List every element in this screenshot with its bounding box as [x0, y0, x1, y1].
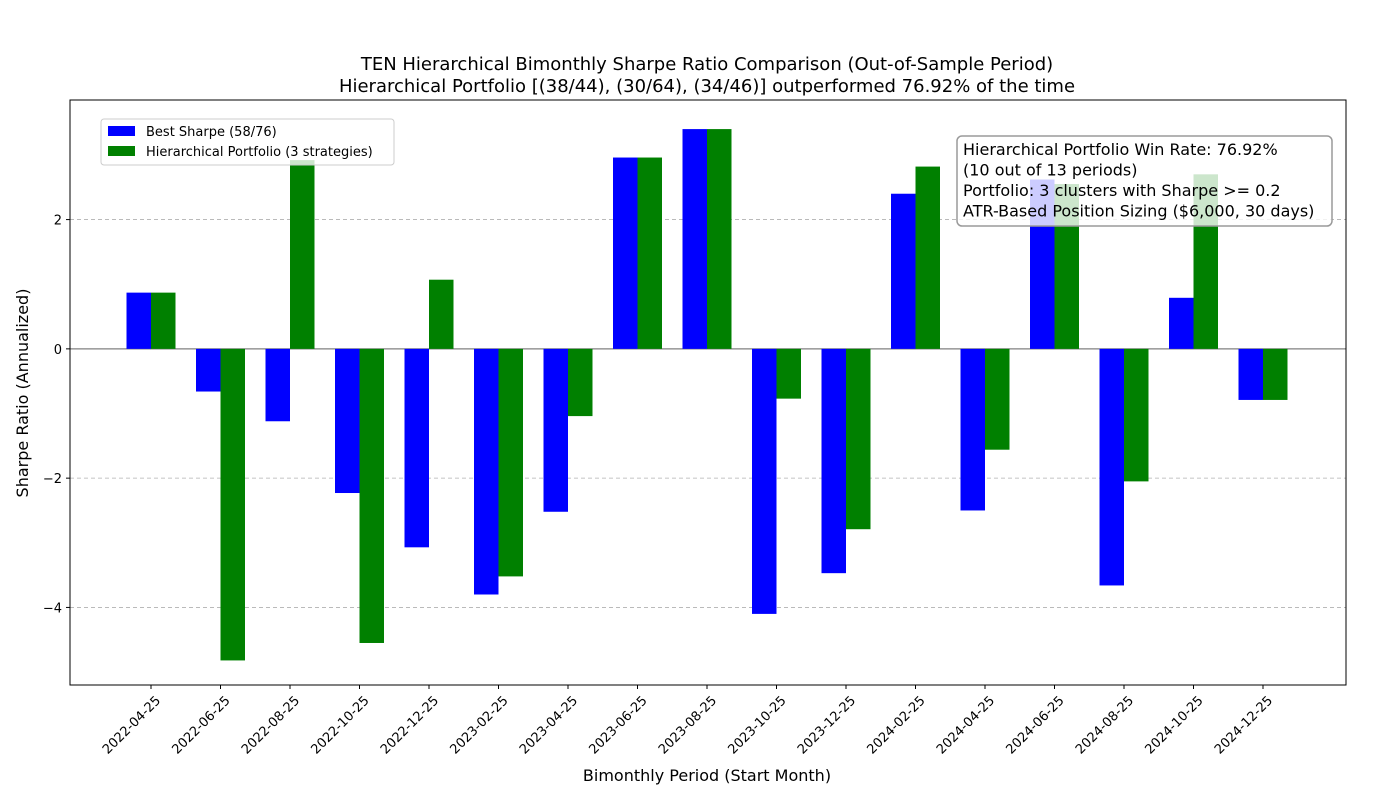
bar-hierarchical-portfolio — [220, 348, 245, 661]
bar-best-sharpe — [891, 193, 916, 349]
legend-swatch — [108, 126, 135, 136]
bar-hierarchical-portfolio — [151, 292, 176, 349]
x-tick-label: 2022-04-25 — [100, 693, 164, 757]
bar-hierarchical-portfolio — [498, 348, 523, 577]
bar-best-sharpe — [752, 348, 777, 614]
annotation-box: Hierarchical Portfolio Win Rate: 76.92% (… — [956, 135, 1333, 227]
bar-hierarchical-portfolio — [429, 279, 454, 349]
x-tick-label: 2024-02-25 — [865, 693, 929, 757]
legend: Best Sharpe (58/76) Hierarchical Portfoli… — [100, 118, 395, 166]
bar-best-sharpe — [404, 348, 429, 548]
bar-best-sharpe — [474, 348, 499, 595]
bar-hierarchical-portfolio — [985, 348, 1010, 450]
x-tick-label: 2023-06-25 — [587, 693, 651, 757]
bar-best-sharpe — [126, 292, 151, 349]
bar-best-sharpe — [196, 348, 221, 392]
bar-hierarchical-portfolio — [290, 160, 315, 349]
bar-hierarchical-portfolio — [1263, 348, 1288, 400]
bar-best-sharpe — [335, 348, 360, 494]
bar-hierarchical-portfolio — [846, 348, 871, 530]
bar-best-sharpe — [1169, 297, 1194, 349]
x-tick-label: 2022-10-25 — [309, 693, 373, 757]
bar-hierarchical-portfolio — [707, 129, 732, 349]
annotation-box-frame — [956, 135, 1333, 227]
plot-frame — [69, 99, 1347, 686]
x-tick-label: 2024-08-25 — [1073, 693, 1137, 757]
bar-hierarchical-portfolio — [1124, 348, 1149, 482]
x-tick-label: 2023-10-25 — [726, 693, 790, 757]
annotation-line: (10 out of 13 periods) — [963, 161, 1137, 180]
x-tick-label: 2024-10-25 — [1143, 693, 1207, 757]
y-tick-label: 0 — [54, 343, 62, 358]
legend-label: Best Sharpe (58/76) — [146, 125, 277, 140]
chart-title: TEN Hierarchical Bimonthly Sharpe Ratio … — [360, 54, 1053, 75]
y-tick-label: −4 — [43, 601, 62, 616]
x-tick-label: 2022-06-25 — [170, 693, 234, 757]
legend-box — [100, 118, 395, 166]
y-axis-label: Sharpe Ratio (Annualized) — [13, 289, 32, 498]
legend-label: Hierarchical Portfolio (3 strategies) — [146, 145, 373, 160]
bar-best-sharpe — [1238, 348, 1263, 400]
bar-hierarchical-portfolio — [568, 348, 593, 417]
x-tick-label: 2024-06-25 — [1004, 693, 1068, 757]
bar-hierarchical-portfolio — [637, 157, 662, 349]
x-axis-label: Bimonthly Period (Start Month) — [583, 766, 831, 785]
bar-hierarchical-portfolio — [915, 166, 940, 349]
x-tick-label: 2023-08-25 — [656, 693, 720, 757]
bar-best-sharpe — [960, 348, 985, 511]
x-tick-label: 2023-12-25 — [795, 693, 859, 757]
annotation-line: Portfolio: 3 clusters with Sharpe >= 0.2 — [963, 181, 1281, 200]
bar-hierarchical-portfolio — [776, 348, 801, 399]
bar-best-sharpe — [613, 157, 638, 349]
bar-hierarchical-portfolio — [359, 348, 384, 643]
x-tick-label: 2024-04-25 — [934, 693, 998, 757]
legend-swatch — [108, 146, 135, 156]
x-tick-label: 2022-12-25 — [378, 693, 442, 757]
chart-subtitle: Hierarchical Portfolio [(38/44), (30/64)… — [339, 76, 1075, 97]
bar-best-sharpe — [682, 129, 707, 349]
bar-best-sharpe — [821, 348, 846, 574]
bar-best-sharpe — [265, 348, 290, 422]
annotation-line: ATR-Based Position Sizing ($6,000, 30 da… — [963, 202, 1314, 221]
bar-best-sharpe — [1099, 348, 1124, 586]
bar-best-sharpe — [543, 348, 568, 512]
annotation-line: Hierarchical Portfolio Win Rate: 76.92% — [963, 140, 1278, 159]
y-tick-label: 2 — [54, 214, 62, 229]
x-tick-label: 2023-02-25 — [448, 693, 512, 757]
x-tick-label: 2022-08-25 — [239, 693, 303, 757]
x-tick-label: 2024-12-25 — [1212, 693, 1276, 757]
x-tick-label: 2023-04-25 — [517, 693, 581, 757]
bars — [126, 129, 1288, 661]
y-tick-label: −2 — [43, 472, 62, 487]
